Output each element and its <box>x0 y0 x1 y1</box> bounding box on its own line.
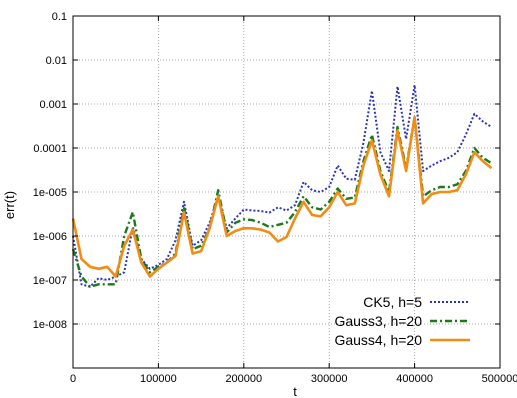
y-tick-label: 0.01 <box>46 55 67 67</box>
x-tick-label: 400000 <box>396 373 433 385</box>
series-lines <box>71 84 493 288</box>
series-line-0 <box>72 84 493 288</box>
y-tick-label: 0.0001 <box>33 143 67 155</box>
x-tick-label: 0 <box>70 373 76 385</box>
y-tick-label: 1e-006 <box>33 231 67 243</box>
x-axis-label: t <box>293 384 297 398</box>
x-tick-label: 100000 <box>140 373 177 385</box>
y-tick-label: 1e-007 <box>33 275 67 287</box>
series-line-1 <box>71 115 493 288</box>
series-line-2 <box>71 115 493 278</box>
y-tick-label: 1e-005 <box>33 187 67 199</box>
y-tick-label: 0.001 <box>39 99 67 111</box>
x-tick-label: 200000 <box>225 373 262 385</box>
y-tick-label: 0.1 <box>52 11 67 23</box>
legend-label: CK5, h=5 <box>363 294 422 310</box>
x-tick-label: 500000 <box>482 373 517 385</box>
y-axis-label: err(t) <box>2 191 17 219</box>
legend-label: Gauss3, h=20 <box>334 313 422 329</box>
legend: CK5, h=5 Gauss3, h=20 Gauss4, h=20 <box>334 294 470 348</box>
legend-label: Gauss4, h=20 <box>334 332 422 348</box>
y-tick-label: 1e-008 <box>33 319 67 331</box>
x-tick-label: 300000 <box>311 373 348 385</box>
tick-labels: 0 100000 200000 300000 400000 500000 1e-008 1e-… <box>33 11 517 385</box>
ticks <box>72 15 501 369</box>
